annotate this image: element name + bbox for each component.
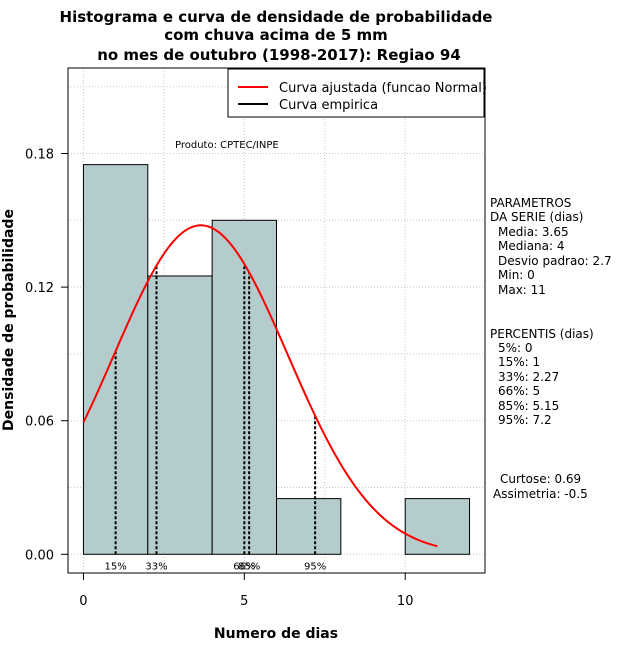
y-axis-title: Densidade de probabilidade bbox=[1, 209, 17, 431]
y-tick-label: 0.18 bbox=[25, 148, 54, 163]
percentis-line: 85%: 5.15 bbox=[498, 399, 559, 413]
skewness-text: Assimetria: -0.5 bbox=[493, 487, 588, 501]
percentile-label: 15% bbox=[105, 561, 127, 572]
x-axis-title: Numero de dias bbox=[214, 626, 338, 642]
kurtosis-text: Curtose: 0.69 bbox=[500, 472, 581, 486]
y-tick-label: 0.00 bbox=[25, 548, 54, 563]
params-line: Max: 11 bbox=[498, 283, 546, 297]
histogram-bar bbox=[82, 164, 149, 555]
histogram-bar bbox=[404, 498, 471, 555]
histogram-bar bbox=[276, 498, 342, 555]
params-line: Desvio padrao: 2.7 bbox=[498, 254, 612, 268]
params-line: Min: 0 bbox=[498, 268, 535, 282]
percentis-line: 5%: 0 bbox=[498, 341, 533, 355]
shape-statistics: Curtose: 0.69 Assimetria: -0.5 bbox=[493, 472, 588, 501]
y-tick-label: 0.12 bbox=[25, 281, 54, 296]
chart-title-line-2: com chuva acima de 5 mm bbox=[164, 26, 388, 44]
params-line: PARAMETROS bbox=[490, 196, 571, 210]
y-tick-label: 0.06 bbox=[25, 415, 54, 430]
normal-curve bbox=[82, 224, 438, 548]
chart-title-line-3: no mes de outubro (1998-2017): Regiao 94 bbox=[97, 46, 461, 64]
percentis-line: PERCENTIS (dias) bbox=[490, 327, 594, 341]
legend-box bbox=[227, 68, 485, 118]
percentiles-panel: PERCENTIS (dias) 5%: 0 15%: 1 33%: 2.27 … bbox=[490, 327, 594, 427]
legend-label-normal: Curva ajustada (funcao Normal) bbox=[279, 81, 487, 96]
params-line: DA SERIE (dias) bbox=[490, 210, 583, 224]
histogram-bars bbox=[82, 164, 471, 555]
percentile-label: 33% bbox=[145, 561, 167, 572]
product-annotation: Produto: CPTEC/INPE bbox=[175, 140, 279, 151]
x-tick-label: 5 bbox=[240, 594, 248, 609]
chart-title-line-1: Histograma e curva de densidade de proba… bbox=[60, 8, 493, 26]
percentile-label: 95% bbox=[304, 561, 326, 572]
percentis-line: 66%: 5 bbox=[498, 384, 540, 398]
x-tick-label: 10 bbox=[397, 594, 414, 609]
series-parameters: PARAMETROS DA SERIE (dias) Media: 3.65 M… bbox=[490, 196, 612, 297]
percentis-line: 33%: 2.27 bbox=[498, 370, 559, 384]
x-axis: 0 5 10 bbox=[79, 572, 414, 609]
x-tick-label: 0 bbox=[79, 594, 87, 609]
percentile-label: 66% bbox=[233, 561, 255, 572]
y-axis: 0.00 0.06 0.12 0.18 bbox=[25, 148, 69, 563]
percentile-lines: 15% 33% 66%85% 95% bbox=[105, 263, 326, 572]
legend: Curva ajustada (funcao Normal) Curva emp… bbox=[227, 68, 487, 118]
params-line: Media: 3.65 bbox=[498, 225, 569, 239]
legend-label-empirical: Curva empirica bbox=[279, 98, 378, 113]
percentis-line: 95%: 7.2 bbox=[498, 413, 552, 427]
percentile-label: 85% bbox=[238, 561, 260, 572]
params-line: Mediana: 4 bbox=[498, 239, 565, 253]
percentis-line: 15%: 1 bbox=[498, 355, 540, 369]
